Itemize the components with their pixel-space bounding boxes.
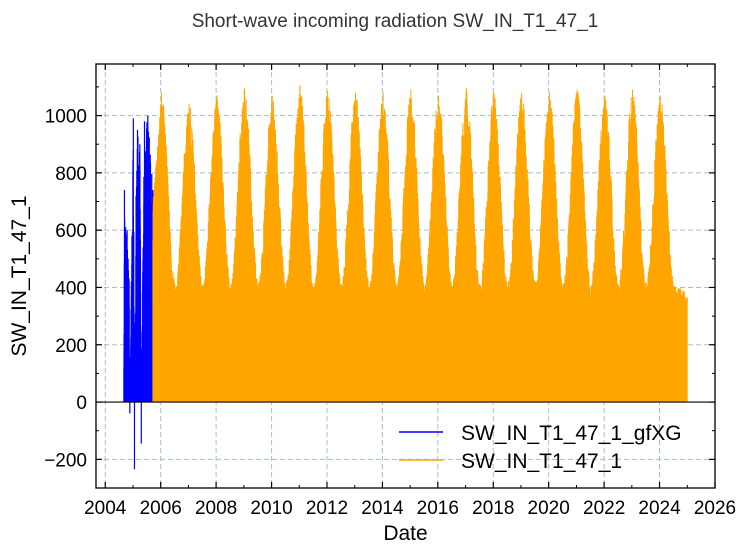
x-tick-label: 2020	[528, 498, 570, 519]
y-tick-label: 0	[76, 393, 87, 414]
chart-title: Short-wave incoming radiation SW_IN_T1_4…	[192, 11, 599, 32]
x-tick-label: 2018	[472, 498, 514, 519]
legend: SW_IN_T1_47_1_gfXG SW_IN_T1_47_1	[399, 422, 682, 473]
x-tick-label: 2010	[250, 498, 292, 519]
x-tick-label: 2008	[195, 498, 237, 519]
x-tick-label: 2026	[694, 498, 736, 519]
y-tick-label: 600	[55, 221, 87, 242]
legend-label: SW_IN_T1_47_1	[461, 450, 622, 473]
y-tick-label: 800	[55, 164, 87, 185]
y-axis-label: SW_IN_T1_47_1	[8, 195, 31, 356]
data-layer	[123, 85, 688, 470]
axis-ticks: −200 0 200 400 600 800 1000 2004 2006 2008 2010 201…	[44, 64, 736, 519]
x-axis-label: Date	[383, 522, 427, 545]
y-tick-label: 200	[55, 336, 87, 357]
series-line-gfxg	[123, 115, 154, 470]
x-tick-label: 2016	[417, 498, 459, 519]
x-tick-label: 2012	[306, 498, 348, 519]
x-tick-label: 2004	[84, 498, 127, 519]
series-line-sw-in	[152, 85, 688, 403]
y-tick-label: −200	[44, 450, 87, 471]
x-tick-label: 2014	[361, 498, 404, 519]
legend-label: SW_IN_T1_47_1_gfXG	[461, 422, 682, 445]
plot-frame	[95, 63, 716, 489]
x-tick-label: 2024	[638, 498, 681, 519]
y-tick-label: 400	[55, 278, 87, 299]
x-tick-label: 2006	[140, 498, 182, 519]
y-tick-label: 1000	[45, 107, 87, 128]
x-tick-label: 2022	[583, 498, 625, 519]
